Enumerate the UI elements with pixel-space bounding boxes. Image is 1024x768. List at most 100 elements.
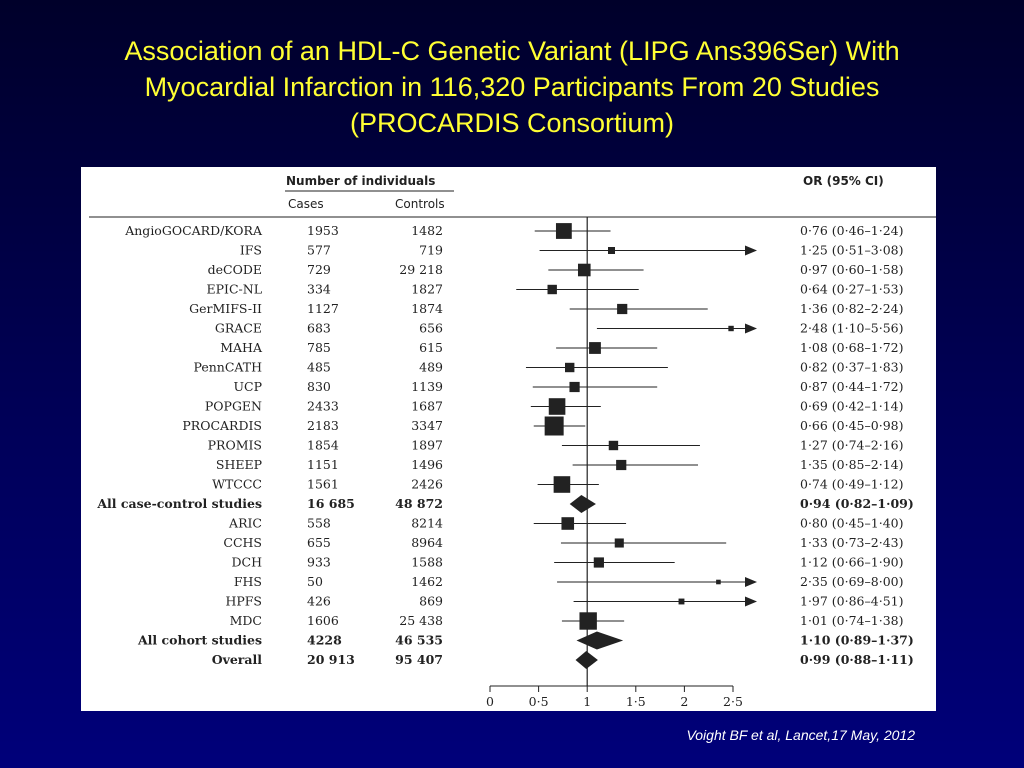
row-study-label: CCHS xyxy=(223,535,262,550)
row-controls: 46 535 xyxy=(395,633,443,648)
row-or-ci: 0·80 (0·45–1·40) xyxy=(800,516,903,531)
point-estimate-box xyxy=(614,538,624,548)
row-cases: 2183 xyxy=(307,418,339,433)
header-number-of-individuals: Number of individuals xyxy=(286,174,435,188)
point-estimate-box xyxy=(561,517,575,530)
row-or-ci: 0·97 (0·60–1·58) xyxy=(800,262,903,277)
row-cases: 1561 xyxy=(307,477,339,492)
slide-title-line-1: Association of an HDL-C Genetic Variant … xyxy=(124,36,900,66)
row-study-label: GerMIFS-II xyxy=(189,301,262,316)
row-controls: 1482 xyxy=(411,223,443,238)
row-cases: 1127 xyxy=(307,301,339,316)
point-estimate-box xyxy=(553,476,571,493)
forest-plot-panel: Number of individuals Cases Controls OR (95… xyxy=(81,167,936,711)
row-or-ci: 0·94 (0·82–1·09) xyxy=(800,496,914,511)
row-controls: 1874 xyxy=(411,301,443,316)
point-estimate-box xyxy=(617,303,628,315)
row-cases: 2433 xyxy=(307,399,339,414)
row-cases: 1606 xyxy=(307,613,339,628)
row-or-ci: 0·76 (0·46–1·24) xyxy=(800,223,903,238)
row-cases: 426 xyxy=(307,594,331,609)
point-estimate-box xyxy=(616,459,627,471)
row-cases: 577 xyxy=(307,243,331,258)
x-axis-tick-label: 2·5 xyxy=(723,694,743,709)
row-study-label: IFS xyxy=(240,243,262,258)
summary-diamond xyxy=(569,495,596,513)
point-estimate-box xyxy=(577,263,591,277)
point-estimate-box xyxy=(579,612,597,630)
row-study-label: AngioGOCARD/KORA xyxy=(124,223,263,238)
row-cases: 655 xyxy=(307,535,331,550)
row-cases: 558 xyxy=(307,516,331,531)
row-study-label: All cohort studies xyxy=(137,633,262,648)
row-study-label: PROCARDIS xyxy=(182,418,262,433)
row-or-ci: 1·35 (0·85–2·14) xyxy=(800,457,903,472)
header-cases: Cases xyxy=(288,197,324,211)
row-controls: 1462 xyxy=(411,574,443,589)
point-estimate-box xyxy=(608,440,619,451)
x-axis-tick-label: 2 xyxy=(680,694,688,709)
row-study-label: HPFS xyxy=(225,594,262,609)
row-or-ci: 2·35 (0·69–8·00) xyxy=(800,574,903,589)
row-study-label: WTCCC xyxy=(212,477,262,492)
row-controls: 1827 xyxy=(411,282,443,297)
row-controls: 29 218 xyxy=(399,262,443,277)
row-or-ci: 0·82 (0·37–1·83) xyxy=(800,360,903,375)
ci-arrow xyxy=(745,596,757,607)
row-controls: 8964 xyxy=(411,535,443,550)
row-or-ci: 1·08 (0·68–1·72) xyxy=(800,340,903,355)
point-estimate-box xyxy=(547,284,557,295)
row-controls: 1687 xyxy=(411,399,443,414)
row-cases: 4228 xyxy=(307,633,342,648)
point-estimate-box xyxy=(678,598,685,605)
row-cases: 683 xyxy=(307,321,331,336)
row-controls: 1139 xyxy=(411,379,443,394)
row-or-ci: 2·48 (1·10–5·56) xyxy=(800,321,903,336)
row-or-ci: 1·27 (0·74–2·16) xyxy=(800,438,903,453)
slide-title-line-2: Myocardial Infarction in 116,320 Partici… xyxy=(144,72,880,102)
row-cases: 729 xyxy=(307,262,331,277)
row-controls: 1897 xyxy=(411,438,443,453)
row-or-ci: 1·25 (0·51–3·08) xyxy=(800,243,903,258)
row-or-ci: 1·10 (0·89–1·37) xyxy=(800,633,914,648)
row-study-label: GRACE xyxy=(215,321,262,336)
row-study-label: POPGEN xyxy=(205,399,262,414)
x-axis-tick-label: 0·5 xyxy=(529,694,549,709)
x-axis-tick-label: 1·5 xyxy=(626,694,646,709)
row-or-ci: 0·64 (0·27–1·53) xyxy=(800,282,903,297)
row-study-label: ARIC xyxy=(228,516,262,531)
point-estimate-box xyxy=(589,342,601,354)
row-cases: 20 913 xyxy=(307,652,355,667)
row-study-label: DCH xyxy=(232,555,263,570)
row-controls: 2426 xyxy=(411,477,443,492)
row-cases: 1151 xyxy=(307,457,339,472)
point-estimate-box xyxy=(544,416,564,436)
row-or-ci: 1·12 (0·66–1·90) xyxy=(800,555,903,570)
point-estimate-box xyxy=(569,381,580,393)
header-or-ci: OR (95% CI) xyxy=(803,174,884,188)
row-controls: 1588 xyxy=(411,555,443,570)
row-study-label: All case-control studies xyxy=(96,496,262,511)
slide-title-line-3: (PROCARDIS Consortium) xyxy=(349,108,675,138)
row-controls: 8214 xyxy=(411,516,443,531)
row-or-ci: 1·01 (0·74–1·38) xyxy=(800,613,903,628)
forest-plot: Number of individuals Cases Controls OR (95… xyxy=(89,174,936,709)
row-controls: 3347 xyxy=(411,418,443,433)
row-or-ci: 0·69 (0·42–1·14) xyxy=(800,399,903,414)
row-study-label: PennCATH xyxy=(194,360,263,375)
row-controls: 656 xyxy=(419,321,443,336)
row-controls: 615 xyxy=(419,340,443,355)
row-or-ci: 0·66 (0·45–0·98) xyxy=(800,418,903,433)
x-axis-tick-label: 1 xyxy=(583,694,591,709)
row-study-label: PROMIS xyxy=(208,438,262,453)
point-estimate-box xyxy=(608,247,615,254)
x-axis-tick-label: 0 xyxy=(486,694,494,709)
point-estimate-box xyxy=(728,325,734,332)
summary-diamond xyxy=(575,651,598,669)
row-study-label: MAHA xyxy=(220,340,263,355)
ci-arrow xyxy=(745,245,757,256)
row-or-ci: 0·99 (0·88–1·11) xyxy=(800,652,914,667)
slide-title: Association of an HDL-C Genetic Variant … xyxy=(30,33,994,141)
point-estimate-box xyxy=(716,579,721,585)
row-study-label: EPIC-NL xyxy=(207,282,263,297)
